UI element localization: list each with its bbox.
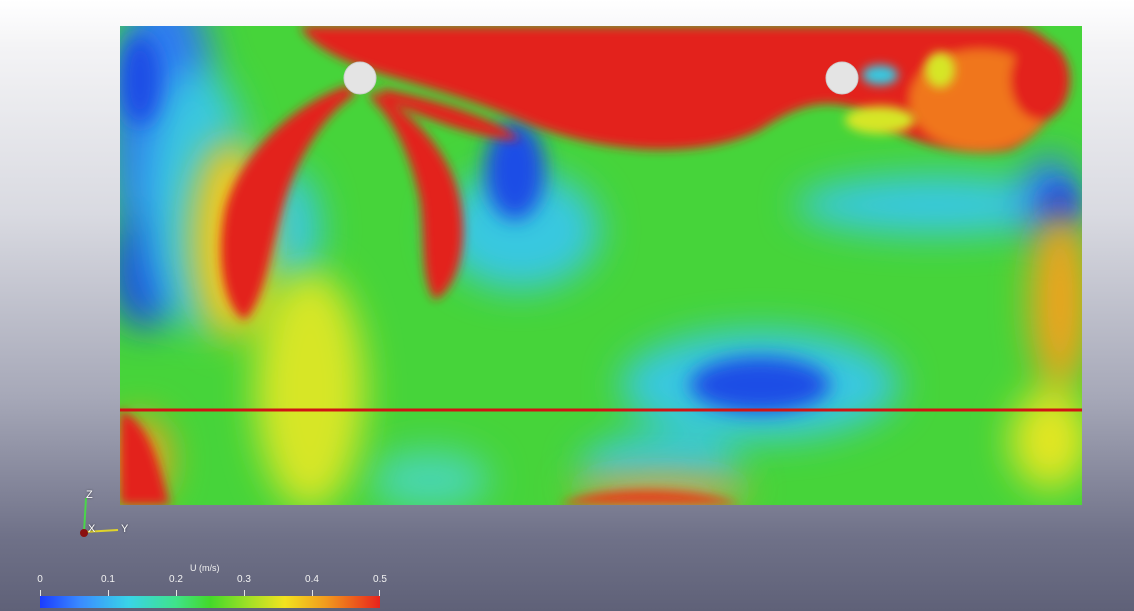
- legend-tick-label: 0.5: [373, 574, 387, 585]
- legend-tick-label: 0.2: [169, 574, 183, 585]
- legend-tick-mark: [379, 590, 380, 596]
- axis-z-label: Z: [86, 489, 93, 501]
- legend-tick-mark: [108, 590, 109, 596]
- legend-tick-label: 0.4: [305, 574, 319, 585]
- axis-x-label: X: [88, 523, 96, 535]
- legend-tick-mark: [40, 590, 41, 596]
- legend-tick-label: 0: [37, 574, 43, 585]
- right-cylinder: [825, 61, 859, 95]
- axis-y-label: Y: [121, 523, 129, 535]
- legend-tick-mark: [312, 590, 313, 596]
- legend-tick-mark: [176, 590, 177, 596]
- legend-tick-label: 0.1: [101, 574, 115, 585]
- orientation-axes-widget: [80, 497, 119, 537]
- left-cylinder: [343, 61, 377, 95]
- flow-domain: [120, 26, 1082, 505]
- colorbar: [40, 596, 380, 608]
- legend-tick-label: 0.3: [237, 574, 251, 585]
- legend-title: U (m/s): [190, 563, 220, 573]
- legend-tick-mark: [244, 590, 245, 596]
